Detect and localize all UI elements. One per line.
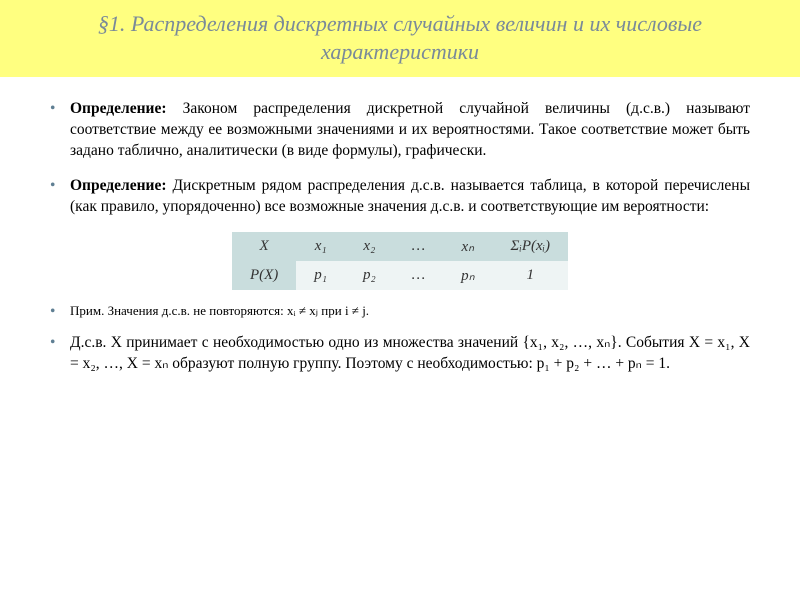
table-cell: p₁ (296, 261, 345, 290)
table-cell: pₙ (443, 261, 492, 290)
slide-title: §1. Распределения дискретных случайных в… (0, 0, 800, 77)
table-cell: … (394, 232, 443, 261)
table-cell: x₂ (345, 232, 394, 261)
slide: §1. Распределения дискретных случайных в… (0, 0, 800, 375)
bullet-text: Прим. Значения д.с.в. не повторяются: xᵢ… (70, 303, 369, 318)
table-cell: x₁ (296, 232, 345, 261)
bullet-fullgroup: Д.с.в. X принимает с необходимостью одно… (50, 333, 750, 375)
bullet-list: Определение: Законом распределения дискр… (50, 99, 750, 218)
bullet-text: Д.с.в. X принимает с необходимостью одно… (70, 334, 750, 372)
bullet-text: Дискретным рядом распределения д.с.в. на… (70, 177, 750, 215)
table-row: X x₁ x₂ … xₙ ΣᵢP(xᵢ) (232, 232, 568, 261)
table-cell: xₙ (443, 232, 492, 261)
table-cell: P(X) (232, 261, 296, 290)
bullet-definition-1: Определение: Законом распределения дискр… (50, 99, 750, 162)
table-row: P(X) p₁ p₂ … pₙ 1 (232, 261, 568, 290)
slide-content: Определение: Законом распределения дискр… (0, 77, 800, 375)
bullet-strong: Определение: (70, 100, 166, 117)
bullet-definition-2: Определение: Дискретным рядом распределе… (50, 176, 750, 218)
table-cell: X (232, 232, 296, 261)
bullet-text: Законом распределения дискретной случайн… (70, 100, 750, 159)
table-cell: 1 (493, 261, 568, 290)
distribution-table: X x₁ x₂ … xₙ ΣᵢP(xᵢ) P(X) p₁ p₂ … pₙ 1 (232, 232, 568, 290)
bullet-strong: Определение: (70, 177, 166, 194)
bullet-list-2: Прим. Значения д.с.в. не повторяются: xᵢ… (50, 302, 750, 375)
table-cell: p₂ (345, 261, 394, 290)
table-cell: … (394, 261, 443, 290)
bullet-note: Прим. Значения д.с.в. не повторяются: xᵢ… (50, 302, 750, 320)
table-cell: ΣᵢP(xᵢ) (493, 232, 568, 261)
